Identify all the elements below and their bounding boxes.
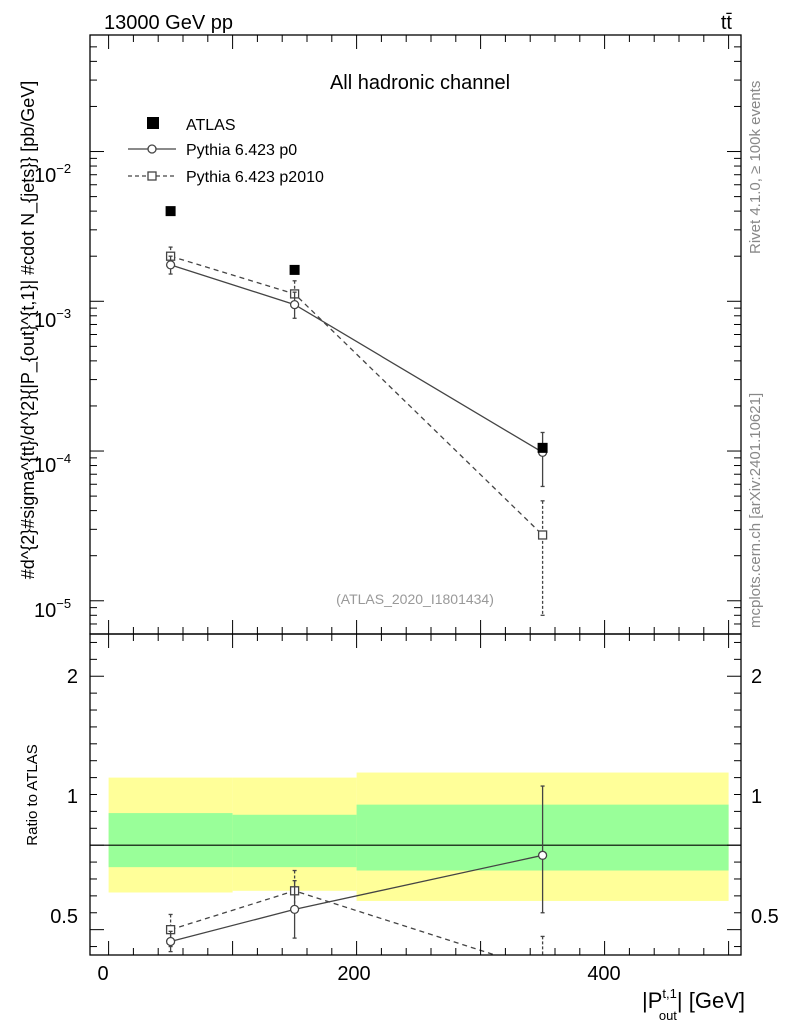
uncertainty-band-inner (232, 814, 357, 868)
main-ytick-label: 10−2 (34, 161, 71, 187)
ratio-ytick-label-right: 2 (751, 666, 762, 688)
mcplots-label: mcplots.cern.ch [arXiv:2401.10621] (747, 392, 764, 628)
data-point-atlas (165, 206, 176, 217)
ratio-ytick-label: 2 (67, 666, 78, 688)
legend-marker-atlas (147, 117, 159, 129)
analysis-label: (ATLAS_2020_I1801434) (336, 591, 494, 607)
legend-marker-p2010 (147, 171, 157, 181)
series-line (170, 264, 543, 453)
beam-label: 13000 GeV pp (104, 12, 233, 34)
legend: ATLAS Pythia 6.423 p0 Pythia 6.423 p2010 (128, 117, 324, 186)
x-axis-label: |Pt,1 out| [GeV] (642, 986, 745, 1023)
process-label: tt̄ (721, 12, 733, 34)
legend-marker-p0 (147, 144, 157, 154)
ratio-ytick-label: 1 (67, 786, 78, 808)
main-ytick-label: 10−4 (34, 451, 71, 477)
data-point-circle (289, 904, 300, 915)
ratio-ytick-label-right: 1 (751, 786, 762, 808)
data-point-square (539, 966, 547, 974)
main-ytick-label: 10−3 (34, 306, 71, 332)
uncertainty-band-inner (108, 813, 233, 868)
legend-label-p2010: Pythia 6.423 p2010 (186, 169, 324, 186)
series-line (170, 890, 498, 955)
ratio-ytick-label: 0.5 (50, 906, 78, 928)
rivet-label: Rivet 4.1.0, ≥ 100k events (747, 80, 764, 254)
xtick-label: 0 (97, 963, 108, 985)
data-point-atlas (537, 442, 548, 453)
data-point-circle (165, 260, 176, 270)
data-point-circle (289, 299, 300, 310)
data-point-atlas (289, 264, 300, 275)
xtick-label: 200 (337, 963, 370, 985)
ratio-ytick-label-right: 0.5 (751, 906, 779, 928)
data-point-circle (165, 936, 176, 947)
xtick-label: 400 (587, 963, 620, 985)
ratio-y-axis-label: Ratio to ATLAS (24, 744, 41, 845)
data-point-square (537, 530, 548, 540)
data-point-circle (537, 850, 548, 860)
main-y-axis-label: #d^{2}#sigma^{tt}/d^{2}{|P_{out}^{t,1}| … (18, 81, 39, 580)
series-line (170, 255, 544, 536)
legend-label-p0: Pythia 6.423 p0 (186, 142, 297, 159)
main-ytick-label: 10−5 (34, 596, 71, 622)
channel-label: All hadronic channel (330, 72, 510, 94)
legend-label-atlas: ATLAS (186, 117, 236, 134)
